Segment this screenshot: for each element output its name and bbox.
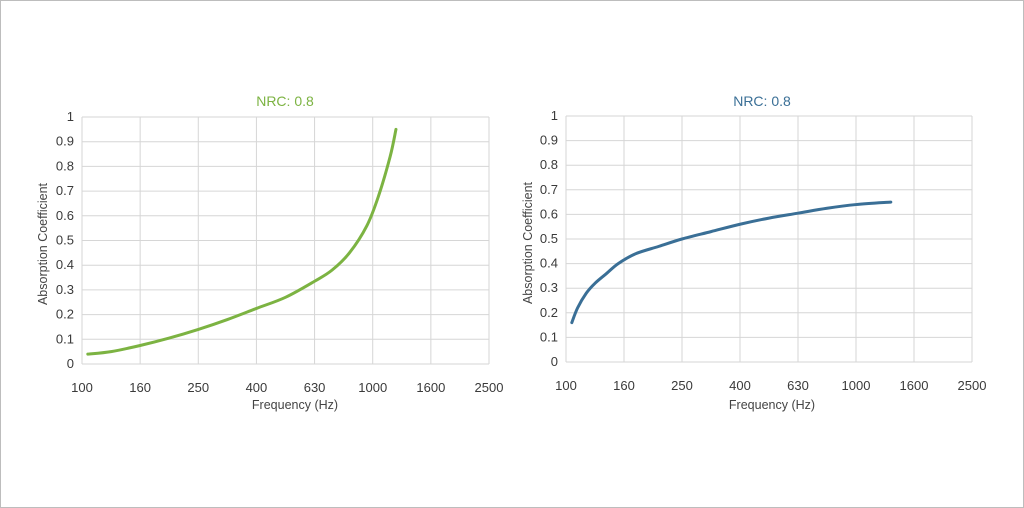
- chart-left-ytick-label: 0.4: [56, 257, 74, 272]
- chart-right-xtick-label: 160: [613, 378, 635, 393]
- chart-left-ytick-label: 1: [67, 109, 74, 124]
- chart-left-xtick-label: 2500: [475, 380, 504, 395]
- chart-right-ytick-label: 0.9: [540, 133, 558, 148]
- chart-left-xtick-label: 1600: [416, 380, 445, 395]
- chart-left-xtick-label: 250: [187, 380, 209, 395]
- chart-right-xtick-label: 2500: [958, 378, 987, 393]
- chart-left-xtick-label: 1000: [358, 380, 387, 395]
- chart-right-ytick-label: 0.6: [540, 206, 558, 221]
- chart-left-xtick-label: 100: [71, 380, 93, 395]
- chart-right-ytick-label: 1: [551, 108, 558, 123]
- chart-right-ticks: 0 0.1 0.2 0.3 0.4 0.5 0.6 0.7 0.8 0.9 1 100 160 250 40…: [540, 108, 987, 393]
- chart-right-title: NRC: 0.8: [733, 93, 791, 109]
- chart-right-grid: [565, 115, 973, 363]
- chart-left-xtick-label: 630: [304, 380, 326, 395]
- chart-right-ytick-label: 0.4: [540, 256, 558, 271]
- chart-right-ytick-label: 0.3: [540, 280, 558, 295]
- chart-right-ytick-label: 0.2: [540, 305, 558, 320]
- chart-right-xlabel: Frequency (Hz): [729, 398, 815, 412]
- chart-right-xtick-label: 250: [671, 378, 693, 393]
- chart-left-ytick-label: 0.8: [56, 158, 74, 173]
- chart-right-xtick-label: 400: [729, 378, 751, 393]
- chart-left-ytick-label: 0.7: [56, 183, 74, 198]
- chart-left-grid: [81, 116, 490, 365]
- chart-left-xtick-label: 400: [246, 380, 268, 395]
- chart-right-xtick-label: 100: [555, 378, 577, 393]
- chart-right-series: [570, 200, 893, 325]
- chart-left-ytick-label: 0.6: [56, 208, 74, 223]
- chart-right-ytick-label: 0.7: [540, 182, 558, 197]
- chart-left-ytick-label: 0.1: [56, 331, 74, 346]
- chart-left-ticks: 0 0.1 0.2 0.3 0.4 0.5 0.6 0.7 0.8 0.9 1 100 160 250 40…: [56, 109, 504, 395]
- chart-left-xtick-label: 160: [129, 380, 151, 395]
- chart-left-ylabel: Absorption Coefficient: [36, 182, 50, 305]
- chart-right-ylabel: Absorption Coefficient: [521, 181, 535, 304]
- chart-left-ytick-label: 0.2: [56, 307, 74, 322]
- chart-right: NRC: 0.8 Frequency (Hz) Absorption Coeff…: [521, 93, 986, 412]
- chart-right-xtick-label: 1000: [842, 378, 871, 393]
- chart-left: NRC: 0.8 Frequency (Hz) Absorption Coeff…: [36, 93, 503, 412]
- chart-left-xlabel: Frequency (Hz): [252, 398, 338, 412]
- chart-left-ytick-label: 0: [67, 356, 74, 371]
- chart-right-ytick-label: 0.8: [540, 157, 558, 172]
- chart-left-series: [86, 127, 398, 356]
- chart-right-xtick-label: 630: [787, 378, 809, 393]
- chart-right-series-line: [570, 200, 893, 325]
- chart-right-ytick-label: 0.1: [540, 329, 558, 344]
- chart-right-ytick-label: 0: [551, 354, 558, 369]
- chart-left-series-line: [86, 127, 398, 356]
- chart-left-ytick-label: 0.3: [56, 282, 74, 297]
- chart-right-ytick-label: 0.5: [540, 231, 558, 246]
- chart-left-title: NRC: 0.8: [256, 93, 314, 109]
- chart-right-xtick-label: 1600: [900, 378, 929, 393]
- chart-left-ytick-label: 0.5: [56, 233, 74, 248]
- chart-left-ytick-label: 0.9: [56, 134, 74, 149]
